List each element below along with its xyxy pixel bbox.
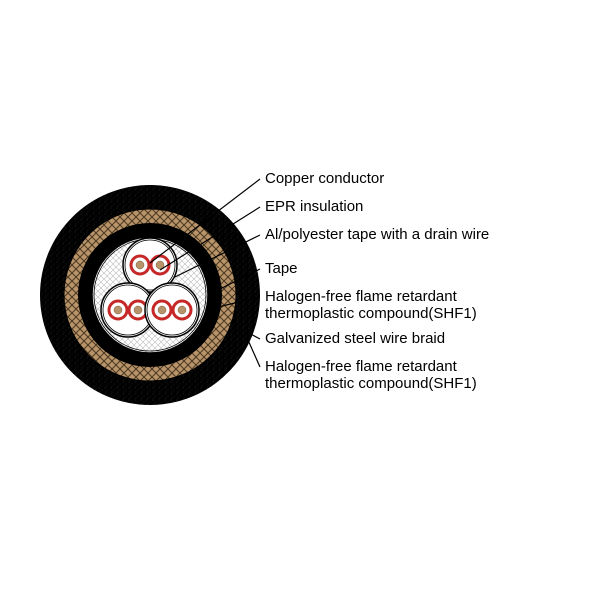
label-5: Galvanized steel wire braid	[265, 330, 445, 347]
leader-line	[150, 179, 260, 263]
cable-diagram: Copper conductor EPR insulation Al/polyest…	[0, 0, 600, 600]
label-2: Al/polyester tape with a drain wire	[265, 226, 489, 243]
label-0: Copper conductor	[265, 170, 384, 187]
label-6: Halogen-free flame retardantthermoplasti…	[265, 358, 477, 393]
label-3: Tape	[265, 260, 298, 277]
leader-line	[208, 269, 260, 295]
leader-line	[218, 297, 260, 307]
leader-line	[230, 323, 260, 339]
label-1: EPR insulation	[265, 198, 363, 215]
leader-line	[248, 340, 260, 367]
label-4: Halogen-free flame retardantthermoplasti…	[265, 288, 477, 323]
leader-line	[175, 235, 260, 277]
